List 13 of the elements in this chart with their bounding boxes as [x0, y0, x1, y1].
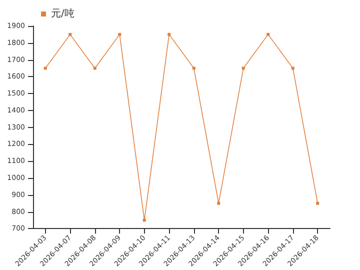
point [316, 202, 320, 205]
point [192, 66, 196, 70]
point [44, 66, 47, 70]
point [142, 218, 146, 222]
point [168, 32, 171, 36]
legend-label: 元/吨 [51, 8, 74, 20]
point [68, 32, 72, 36]
point [118, 32, 122, 36]
point [266, 32, 270, 36]
point [291, 66, 294, 70]
point [217, 202, 220, 205]
point [242, 66, 245, 70]
point [93, 66, 96, 70]
